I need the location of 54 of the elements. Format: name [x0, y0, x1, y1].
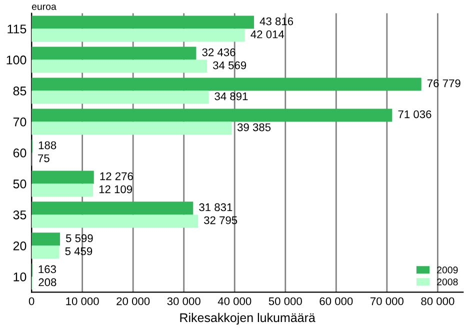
- data-label: 12 109: [99, 185, 132, 194]
- y-tick-label: 35: [13, 210, 26, 220]
- bar: [32, 184, 94, 197]
- bar: [32, 246, 60, 259]
- data-label: 12 276: [100, 172, 133, 180]
- data-label: 39 385: [237, 123, 271, 132]
- y-tick-label: 115: [8, 24, 26, 34]
- x-tick-label: 10 000: [66, 297, 99, 306]
- y-axis-title: euroa: [32, 4, 56, 10]
- bar: [32, 122, 232, 135]
- x-tick-label: 30 000: [167, 297, 200, 306]
- y-tick-label: 60: [13, 148, 26, 158]
- x-tick-label: 70 000: [370, 297, 404, 306]
- data-label: 188: [38, 141, 56, 150]
- y-tick-label: 85: [13, 86, 26, 96]
- y-tick-label: 70: [13, 118, 26, 126]
- bar: [32, 170, 94, 184]
- bar: [32, 214, 198, 228]
- x-tick-label: 40 000: [218, 297, 252, 306]
- data-label: 208: [38, 278, 56, 286]
- data-label: 32 436: [202, 48, 236, 56]
- bar: [32, 78, 422, 91]
- x-axis-title: Rikesakkojen lukumäärä: [180, 312, 316, 325]
- bar: [32, 60, 208, 73]
- bar: [32, 202, 194, 215]
- legend-label: 2008: [437, 278, 458, 286]
- data-label: 5 459: [65, 247, 92, 256]
- bar: [32, 16, 254, 29]
- y-tick-label: 20: [13, 241, 26, 250]
- bar: [32, 232, 60, 246]
- data-label: 31 831: [199, 203, 232, 212]
- legend-label: 2009: [437, 266, 458, 274]
- data-label: 163: [38, 265, 56, 274]
- data-label: 75: [38, 154, 50, 162]
- data-label: 34 569: [213, 61, 246, 70]
- x-tick-label: 60 000: [320, 297, 353, 306]
- data-label: 71 036: [398, 110, 432, 118]
- bar: [32, 108, 392, 122]
- bar: [32, 46, 196, 60]
- x-tick-label: 0: [28, 297, 34, 306]
- data-label: 42 014: [250, 30, 284, 38]
- data-label: 76 779: [427, 79, 460, 88]
- y-tick-label: 50: [13, 180, 26, 188]
- bar: [32, 90, 209, 104]
- x-tick-label: 20 000: [116, 297, 150, 306]
- x-tick-label: 50 000: [268, 297, 302, 306]
- y-tick-label: 100: [6, 56, 26, 64]
- bar: [32, 28, 245, 42]
- data-label: 5 599: [66, 234, 93, 242]
- data-label: 34 891: [214, 92, 248, 100]
- data-label: 43 816: [260, 17, 294, 26]
- data-label: 32 795: [204, 216, 238, 224]
- x-tick-label: 80 000: [421, 297, 454, 306]
- y-tick-label: 10: [14, 272, 26, 282]
